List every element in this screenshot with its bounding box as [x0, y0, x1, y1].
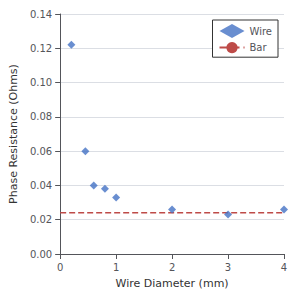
svg-text:Bar: Bar	[250, 42, 268, 53]
svg-text:0.00: 0.00	[30, 249, 52, 260]
svg-text:0.06: 0.06	[30, 146, 52, 157]
svg-text:Wire Diameter (mm): Wire Diameter (mm)	[116, 277, 229, 290]
svg-text:0.10: 0.10	[30, 77, 52, 88]
svg-text:0: 0	[57, 262, 63, 273]
svg-text:0.12: 0.12	[30, 43, 52, 54]
svg-text:0.02: 0.02	[30, 214, 52, 225]
svg-text:1: 1	[113, 262, 119, 273]
svg-text:2: 2	[169, 262, 175, 273]
svg-text:3: 3	[225, 262, 231, 273]
svg-text:4: 4	[281, 262, 287, 273]
svg-text:0.08: 0.08	[30, 111, 52, 122]
svg-text:0.04: 0.04	[30, 180, 52, 191]
svg-text:0.14: 0.14	[30, 9, 52, 20]
svg-text:Phase Resistance (Ohms): Phase Resistance (Ohms)	[7, 64, 20, 204]
svg-text:Wire: Wire	[250, 26, 273, 37]
